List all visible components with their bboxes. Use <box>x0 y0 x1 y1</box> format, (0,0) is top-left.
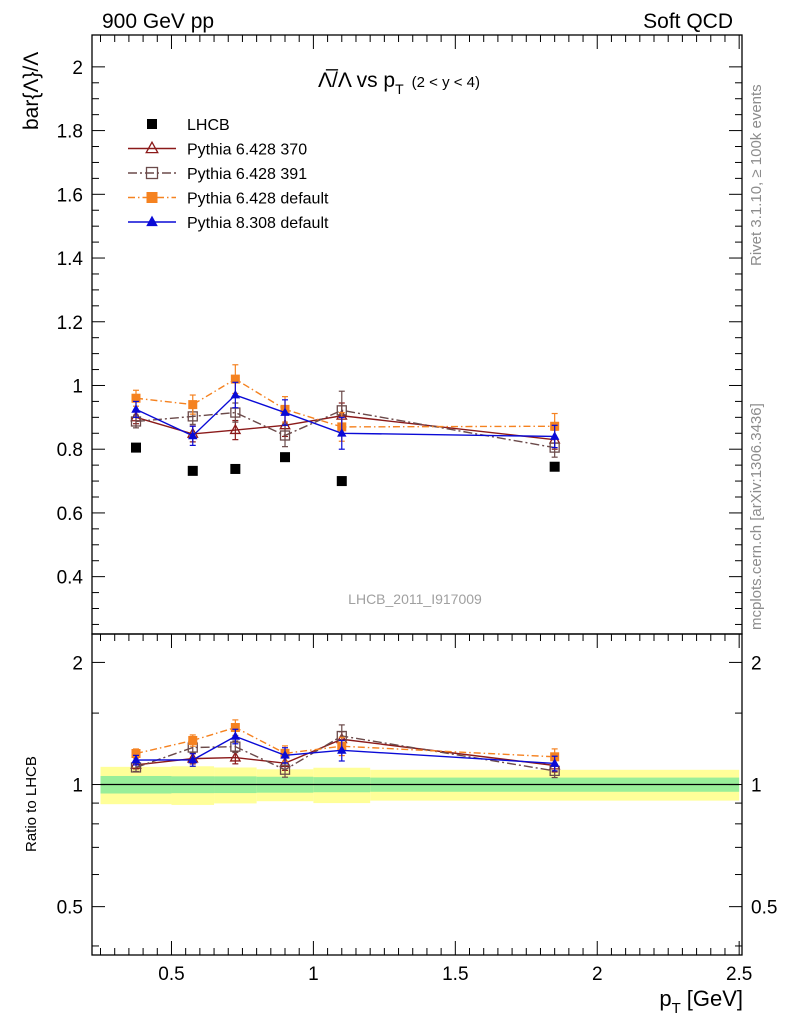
ratio-panel: 0.5 0.5 1 1 2 2 0.5 1 1.5 2 2.5 <box>57 633 777 985</box>
x-tick-label: 2 <box>592 964 603 985</box>
data-point <box>230 463 241 474</box>
rivet-version-label: Rivet 3.1.10, ≥ 100k events <box>748 84 765 266</box>
ratio-series-point <box>131 749 141 759</box>
x-axis-label: pT [GeV] <box>659 986 743 1017</box>
x-axis-label-main: p <box>659 986 671 1011</box>
ratio-y-tick-label: 2 <box>72 653 83 674</box>
ratio-series-point <box>188 754 198 764</box>
series-point <box>131 393 141 403</box>
ratio-y-tick-label-right: 0.5 <box>751 898 777 919</box>
series-point <box>230 374 240 384</box>
legend-marker <box>147 119 157 129</box>
ratio-series-line-3 <box>135 735 555 765</box>
legend: LHCB Pythia 6.428 370 Pythia 6.428 391 Pyth… <box>128 117 329 232</box>
ratio-frame <box>91 633 743 956</box>
ratio-series-point <box>337 745 347 754</box>
legend-marker <box>146 215 158 227</box>
series-point <box>188 430 198 440</box>
chart-title-subscript: T <box>395 81 404 97</box>
ratio-y-tick-label-right: 2 <box>751 653 762 674</box>
series-point <box>188 400 198 410</box>
legend-marker <box>145 140 159 154</box>
header-right-label: Soft QCD <box>643 10 733 33</box>
y-tick-label: 1.8 <box>57 122 83 143</box>
legend-label: Pythia 6.428 391 <box>187 166 307 183</box>
mcplots-label: mcplots.cern.ch [arXiv:1306.3436] <box>748 403 765 630</box>
watermark-label: LHCB_2011_I917009 <box>348 591 482 607</box>
series-line-2 <box>135 378 555 428</box>
data-point <box>549 461 560 472</box>
data-point <box>130 442 141 453</box>
series-point <box>131 404 141 413</box>
legend-label: Pythia 6.428 default <box>187 191 329 208</box>
x-tick-label: 2.5 <box>726 964 752 985</box>
x-tick-label: 1.5 <box>442 964 468 985</box>
ratio-series-point <box>131 754 141 764</box>
ratio-series-point <box>188 735 198 745</box>
ratio-y-tick-label-right: 1 <box>751 776 762 797</box>
data-point <box>280 452 291 463</box>
x-tick-label: 1 <box>308 964 319 985</box>
ratio-series-point <box>280 750 290 759</box>
series-point <box>230 389 241 399</box>
ratio-series-point <box>229 751 242 762</box>
ratio-y-tick-label: 0.5 <box>57 898 83 919</box>
y-tick-label: 1.2 <box>57 313 83 334</box>
y-tick-label: 0.4 <box>57 568 84 589</box>
ratio-series-point <box>279 764 291 775</box>
ratio-series-line-2 <box>135 726 555 758</box>
x-tick-label: 0.5 <box>158 964 184 985</box>
series-point <box>280 407 290 416</box>
x-axis-label-subscript: T <box>672 1000 681 1017</box>
data-point <box>336 476 347 487</box>
x-axis-label-unit: [GeV] <box>687 986 743 1011</box>
series-line-1 <box>135 409 555 449</box>
chart-title-range: (2 < y < 4) <box>412 74 480 91</box>
ratio-series-line-1 <box>135 735 555 772</box>
ratio-series-point <box>549 758 560 767</box>
series-line-3 <box>135 394 555 438</box>
y-tick-label: 1.6 <box>57 185 83 206</box>
main-panel: 0.4 0.6 0.8 1 1.2 1.4 1.6 1.8 2 <box>57 34 743 635</box>
ratio-series-point <box>230 723 240 733</box>
y-tick-label: 0.6 <box>57 504 83 525</box>
chart-title-main: Λ̅/Λ vs p <box>318 69 395 92</box>
chart-title: Λ̅/Λ vs pT (2 < y < 4) <box>318 69 480 97</box>
ratio-y-tick-label: 1 <box>72 776 83 797</box>
legend-label: Pythia 8.308 default <box>187 215 329 232</box>
legend-label: LHCB <box>187 117 230 134</box>
legend-label: Pythia 6.428 370 <box>187 142 307 159</box>
series-point <box>229 423 242 435</box>
ratio-y-axis-label: Ratio to LHCB <box>23 756 40 852</box>
y-tick-label: 0.8 <box>57 440 83 461</box>
y-tick-label: 1 <box>72 376 83 397</box>
y-tick-label: 2 <box>72 58 83 79</box>
data-point <box>187 465 198 476</box>
ratio-series-point <box>230 731 241 740</box>
header-left-label: 900 GeV pp <box>102 10 214 33</box>
series-point <box>279 430 291 441</box>
y-axis-label: bar{Λ}/Λ <box>20 52 43 130</box>
series-point <box>337 428 347 437</box>
series-point <box>549 431 560 440</box>
legend-marker <box>145 166 159 180</box>
y-tick-label: 1.4 <box>57 249 84 270</box>
legend-marker <box>146 192 158 203</box>
